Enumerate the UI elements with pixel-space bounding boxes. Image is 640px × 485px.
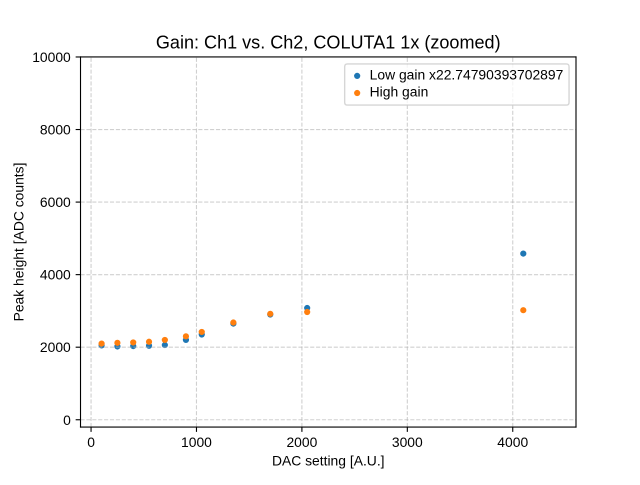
svg-text:1000: 1000 [181, 434, 212, 450]
svg-text:2000: 2000 [40, 339, 71, 355]
svg-text:0: 0 [63, 412, 71, 428]
svg-text:Peak height [ADC counts]: Peak height [ADC counts] [11, 163, 27, 322]
svg-text:2000: 2000 [286, 434, 317, 450]
svg-text:Low gain x22.74790393702897: Low gain x22.74790393702897 [370, 67, 564, 83]
svg-text:4000: 4000 [40, 267, 71, 283]
svg-text:DAC setting [A.U.]: DAC setting [A.U.] [272, 452, 385, 468]
svg-text:8000: 8000 [40, 122, 71, 138]
svg-text:0: 0 [87, 434, 95, 450]
svg-text:4000: 4000 [497, 434, 528, 450]
svg-text:6000: 6000 [40, 194, 71, 210]
svg-text:3000: 3000 [392, 434, 423, 450]
svg-text:10000: 10000 [32, 49, 71, 65]
svg-text:High gain: High gain [370, 84, 429, 100]
svg-text:Gain: Ch1 vs. Ch2, COLUTA1 1x: Gain: Ch1 vs. Ch2, COLUTA1 1x (zoomed) [156, 33, 501, 53]
